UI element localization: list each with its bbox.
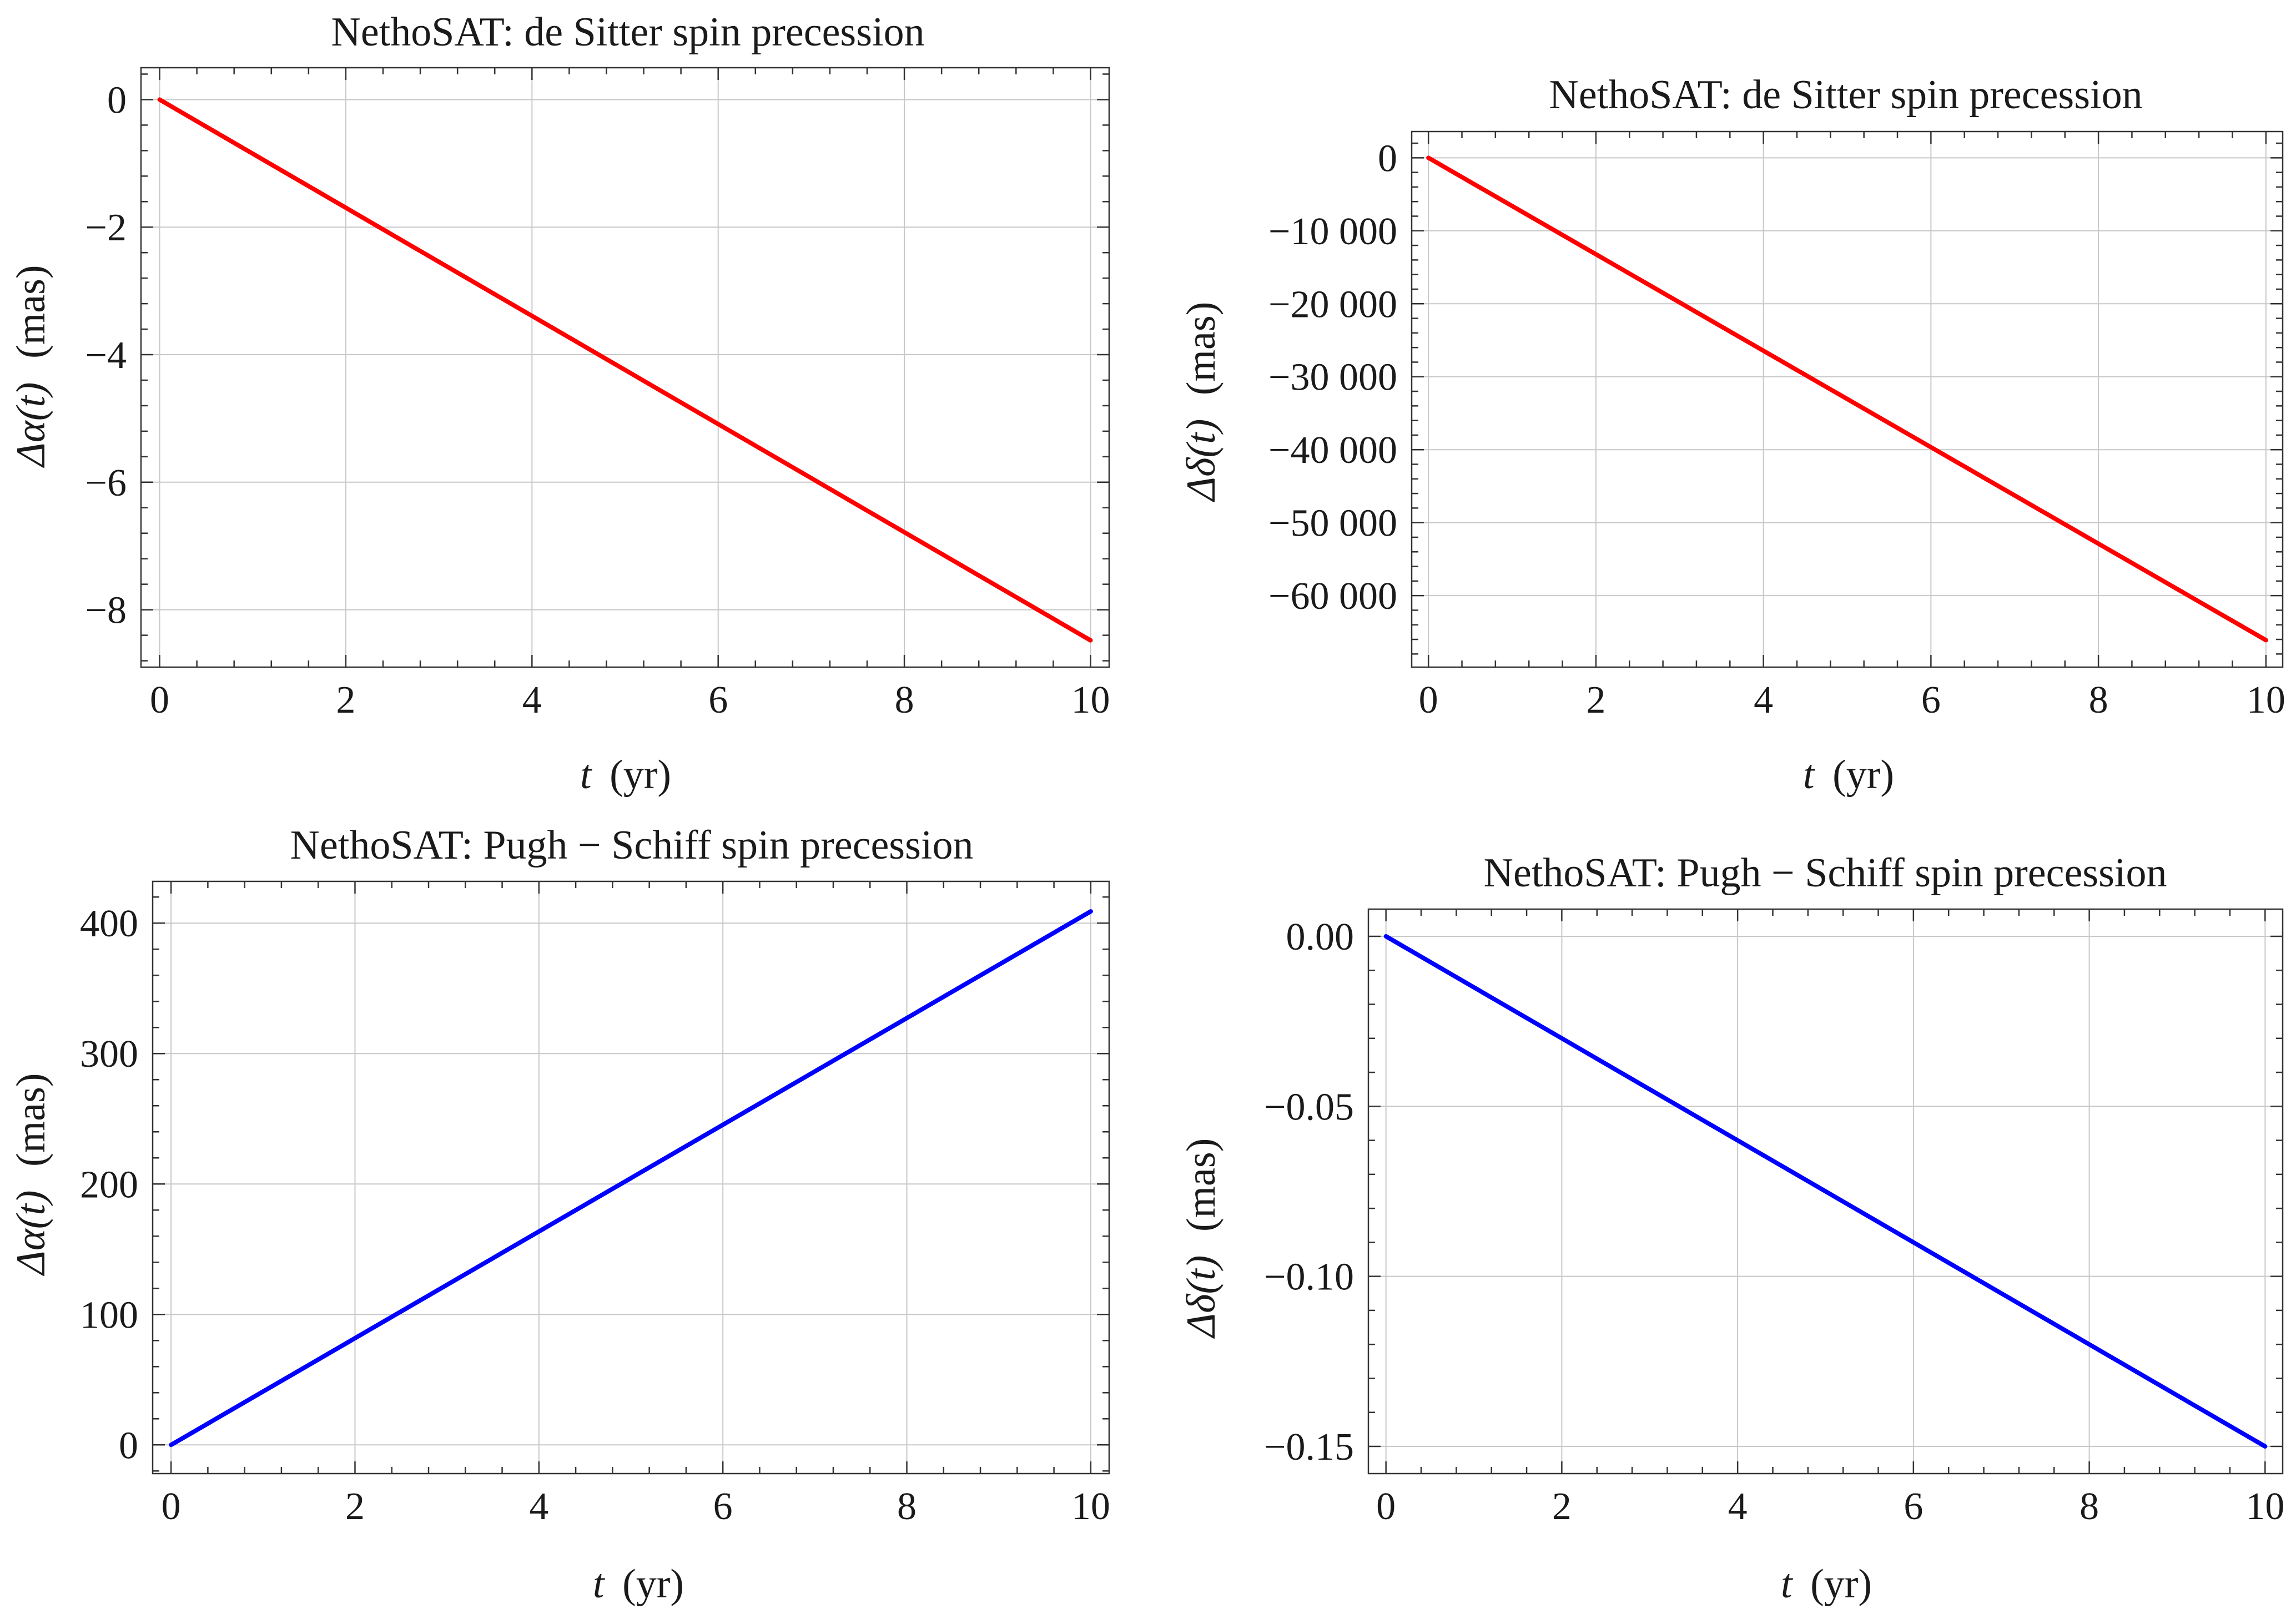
chart-panel-2: NethoSAT: de Sitter spin precession 0 2 4 6… [1179, 72, 2285, 798]
y-tick-label: 100 [80, 1294, 138, 1336]
x-tick-label: 6 [713, 1485, 733, 1528]
x-axis-label-symbol: t [580, 752, 593, 798]
y-axis-label-symbol: Δα(t) [8, 1190, 54, 1276]
series-line [157, 97, 1093, 643]
y-tick-label: −40 000 [1268, 429, 1397, 472]
x-tick-label: 4 [529, 1485, 548, 1528]
plot-area: 0 2 4 6 8 10 0.00 −0.05 −0.10 −0.15 [1264, 908, 2284, 1528]
chart-title: NethoSAT: de Sitter spin precession [331, 9, 924, 55]
x-tick-label: 4 [1728, 1485, 1748, 1528]
x-tick-label: 2 [1586, 679, 1605, 722]
chart-title: NethoSAT: Pugh − Schiff spin precession [1484, 850, 2167, 896]
chart-panel-1: NethoSAT: de Sitter spin precession 0 2 4 6… [8, 9, 1110, 798]
y-axis-label-unit: (mas) [1179, 302, 1224, 396]
x-axis-label-symbol: t [593, 1561, 606, 1607]
y-tick-label: −30 000 [1268, 356, 1397, 399]
series-line [1426, 155, 2268, 643]
y-tick-label: 400 [80, 902, 138, 945]
series-line [169, 909, 1093, 1448]
x-tick-label: 0 [1419, 679, 1438, 722]
y-tick-label: −60 000 [1268, 575, 1397, 618]
x-axis-label: t (yr) [1803, 752, 1894, 798]
y-axis-label-symbol: Δδ(t) [1179, 419, 1224, 503]
y-tick-label: −0.05 [1264, 1086, 1354, 1128]
y-axis-label-unit: (mas) [8, 1073, 54, 1167]
x-tick-label: 8 [897, 1485, 917, 1528]
x-tick-label: 6 [1921, 679, 1941, 722]
x-axis-label-symbol: t [1781, 1561, 1794, 1607]
x-axis-label: t (yr) [580, 752, 671, 798]
x-tick-label: 10 [1071, 679, 1110, 722]
x-axis-label: t (yr) [593, 1561, 684, 1607]
plot-frame [140, 67, 1110, 668]
y-tick-label: 300 [80, 1033, 138, 1076]
x-axis-label-unit: (yr) [1810, 1561, 1872, 1607]
x-tick-label: 6 [1904, 1485, 1923, 1528]
x-tick-label: 4 [1754, 679, 1773, 722]
x-tick-label: 4 [522, 679, 542, 722]
x-tick-label: 10 [2245, 1485, 2284, 1528]
y-axis-label-unit: (mas) [1179, 1138, 1224, 1232]
y-tick-label: −6 [85, 462, 127, 505]
x-axis-label-unit: (yr) [610, 752, 671, 798]
y-tick-label: −20 000 [1268, 283, 1397, 326]
x-axis-label-symbol: t [1803, 752, 1816, 798]
x-axis-label-unit: (yr) [622, 1561, 684, 1607]
x-tick-label: 6 [708, 679, 728, 722]
y-axis-label-symbol: Δα(t) [8, 382, 54, 468]
y-tick-label: 0 [1378, 137, 1397, 180]
x-tick-label: 8 [895, 679, 914, 722]
y-tick-label: −50 000 [1268, 502, 1397, 545]
plot-area: 0 2 4 6 8 10 0 −2 −4 −6 −8 [85, 67, 1110, 722]
x-tick-label: 2 [336, 679, 355, 722]
x-tick-label: 8 [2080, 1485, 2099, 1528]
y-tick-label: 0.00 [1286, 916, 1355, 959]
series-line [1383, 934, 2268, 1449]
y-axis-label: Δδ(t) (mas) [1179, 1138, 1224, 1339]
y-tick-label: −10 000 [1268, 210, 1397, 253]
x-tick-label: 8 [2089, 679, 2108, 722]
y-tick-label: −4 [85, 334, 127, 377]
x-tick-label: 0 [1376, 1485, 1396, 1528]
x-axis-label-unit: (yr) [1832, 752, 1894, 798]
x-tick-label: 0 [162, 1485, 181, 1528]
y-tick-label: −8 [85, 589, 127, 632]
y-axis-label: Δα(t) (mas) [8, 265, 54, 468]
x-tick-label: 2 [1552, 1485, 1572, 1528]
x-axis-label: t (yr) [1781, 1561, 1872, 1607]
chart-title: NethoSAT: Pugh − Schiff spin precession [290, 823, 974, 868]
y-axis-label: Δδ(t) (mas) [1179, 302, 1224, 503]
chart-title: NethoSAT: de Sitter spin precession [1549, 72, 2142, 118]
plot-frame [1367, 908, 2284, 1475]
x-tick-label: 2 [345, 1485, 365, 1528]
y-tick-label: 200 [80, 1163, 138, 1206]
chart-panel-3: NethoSAT: Pugh − Schiff spin precession … [8, 823, 1110, 1607]
x-tick-label: 10 [2247, 679, 2285, 722]
plot-frame [1411, 130, 2284, 668]
y-tick-label: 0 [119, 1424, 138, 1467]
x-tick-label: 10 [1071, 1485, 1110, 1528]
plot-frame [152, 880, 1110, 1475]
y-axis-label: Δα(t) (mas) [8, 1073, 54, 1276]
plot-area: 0 2 4 6 8 10 0 −10 000 −20 000 −30 000 −40 000 −50 … [1268, 130, 2285, 722]
y-axis-label-symbol: Δδ(t) [1179, 1255, 1224, 1339]
chart-panel-4: NethoSAT: Pugh − Schiff spin precession … [1179, 850, 2284, 1607]
y-axis-label-unit: (mas) [8, 265, 54, 359]
x-tick-label: 0 [150, 679, 169, 722]
y-tick-label: 0 [107, 79, 127, 122]
y-tick-label: −0.15 [1264, 1426, 1354, 1469]
y-tick-label: −2 [85, 206, 127, 249]
y-tick-label: −0.10 [1264, 1256, 1354, 1299]
